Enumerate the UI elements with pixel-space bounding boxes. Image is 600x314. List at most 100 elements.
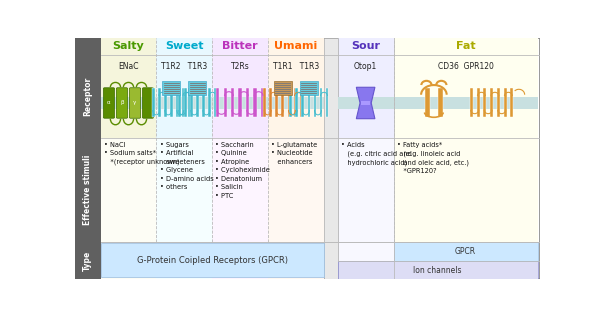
Text: • Acids
   (e.g. citric acid and
   hydrochloric acid): • Acids (e.g. citric acid and hydrochlor… bbox=[341, 142, 412, 166]
Bar bbox=[274, 81, 292, 95]
Text: α: α bbox=[107, 100, 111, 106]
Bar bbox=[152, 89, 155, 117]
Bar bbox=[394, 242, 538, 279]
Bar bbox=[238, 89, 242, 117]
Text: • L-glutamate
• Nucleotide
   enhancers: • L-glutamate • Nucleotide enhancers bbox=[271, 142, 317, 165]
Text: T1R2   T1R3: T1R2 T1R3 bbox=[161, 62, 208, 71]
Bar bbox=[231, 89, 234, 117]
Bar bbox=[269, 89, 272, 117]
Text: Fat: Fat bbox=[456, 41, 475, 51]
Bar bbox=[338, 261, 538, 279]
Bar bbox=[212, 242, 268, 279]
Bar bbox=[170, 89, 173, 117]
Bar bbox=[437, 89, 443, 117]
Bar bbox=[101, 38, 157, 55]
Text: ENaC: ENaC bbox=[118, 62, 139, 71]
Bar bbox=[338, 55, 394, 138]
Bar bbox=[216, 89, 220, 117]
Text: • Saccharin
• Quinine
• Atropine
• Cycloheximide
• Denatonium
• Salicin
• PTC: • Saccharin • Quinine • Atropine • Cyclo… bbox=[215, 142, 271, 199]
Bar bbox=[394, 242, 538, 261]
Bar bbox=[476, 89, 479, 117]
Text: Sour: Sour bbox=[351, 41, 380, 51]
Text: Otop1: Otop1 bbox=[354, 62, 377, 71]
Bar bbox=[184, 89, 187, 117]
Bar bbox=[268, 138, 324, 242]
Text: Ion channels: Ion channels bbox=[413, 266, 462, 274]
Bar bbox=[326, 89, 328, 117]
Text: CD36  GPR120: CD36 GPR120 bbox=[437, 62, 494, 71]
Text: • Fatty acids*
   (e.g. linoleic acid
   and oleic acid, etc.)
   *GPR120?: • Fatty acids* (e.g. linoleic acid and o… bbox=[397, 142, 469, 174]
Bar bbox=[212, 55, 268, 138]
Bar bbox=[164, 89, 167, 117]
Bar bbox=[338, 38, 394, 55]
Bar bbox=[268, 55, 324, 138]
Bar bbox=[287, 89, 290, 117]
Bar bbox=[178, 89, 181, 117]
Bar bbox=[212, 138, 268, 242]
FancyBboxPatch shape bbox=[142, 88, 154, 118]
Text: β: β bbox=[120, 100, 124, 106]
Bar bbox=[101, 55, 157, 138]
Text: Salty: Salty bbox=[113, 41, 145, 51]
Bar bbox=[289, 89, 292, 117]
Bar bbox=[261, 89, 264, 117]
Text: T2Rs: T2Rs bbox=[230, 62, 250, 71]
Bar bbox=[163, 81, 180, 95]
Bar bbox=[157, 55, 212, 138]
Bar bbox=[324, 38, 338, 279]
Bar bbox=[246, 89, 249, 117]
Text: Sweet: Sweet bbox=[165, 41, 203, 51]
Bar bbox=[308, 89, 310, 117]
Text: Effective stimuli: Effective stimuli bbox=[83, 155, 92, 225]
Bar bbox=[314, 89, 316, 117]
FancyBboxPatch shape bbox=[116, 88, 128, 118]
Bar bbox=[101, 97, 324, 109]
Text: G-Protein Coipled Receptors (GPCR): G-Protein Coipled Receptors (GPCR) bbox=[137, 256, 287, 265]
Bar bbox=[253, 89, 257, 117]
Bar bbox=[212, 38, 268, 55]
Bar bbox=[268, 242, 324, 279]
Bar bbox=[263, 89, 266, 117]
Bar bbox=[176, 89, 179, 117]
Bar bbox=[75, 38, 101, 279]
Bar bbox=[157, 242, 212, 279]
Bar bbox=[295, 89, 298, 117]
Bar bbox=[338, 138, 394, 242]
Bar bbox=[503, 89, 506, 117]
Polygon shape bbox=[356, 87, 375, 119]
Bar bbox=[188, 89, 191, 117]
Bar bbox=[190, 89, 193, 117]
Bar bbox=[182, 89, 185, 117]
Bar bbox=[202, 89, 205, 117]
Bar bbox=[281, 89, 284, 117]
Bar bbox=[299, 89, 302, 117]
Bar bbox=[320, 89, 322, 117]
Text: Umami: Umami bbox=[274, 41, 317, 51]
FancyBboxPatch shape bbox=[103, 88, 115, 118]
FancyBboxPatch shape bbox=[130, 88, 140, 118]
Bar bbox=[208, 89, 211, 117]
Bar bbox=[338, 242, 394, 279]
Bar bbox=[157, 38, 212, 55]
Bar bbox=[196, 89, 199, 117]
Bar bbox=[510, 89, 513, 117]
Bar bbox=[470, 89, 473, 117]
Text: Bitter: Bitter bbox=[222, 41, 258, 51]
Text: γ: γ bbox=[133, 100, 137, 106]
Bar bbox=[490, 89, 493, 117]
Text: GPCR: GPCR bbox=[455, 247, 476, 256]
Text: • NaCl
• Sodium salts*
   *(receptor unknown): • NaCl • Sodium salts* *(receptor unknow… bbox=[104, 142, 179, 165]
Bar bbox=[275, 89, 278, 117]
Bar bbox=[101, 243, 324, 277]
Bar bbox=[157, 138, 212, 242]
Text: T1R1   T1R3: T1R1 T1R3 bbox=[273, 62, 319, 71]
Bar bbox=[158, 89, 161, 117]
Bar bbox=[425, 89, 430, 117]
Bar bbox=[188, 81, 206, 95]
Bar bbox=[268, 38, 324, 55]
Bar bbox=[394, 55, 538, 138]
Text: Type: Type bbox=[83, 251, 92, 271]
Bar bbox=[497, 89, 500, 117]
Bar bbox=[224, 89, 227, 117]
Bar bbox=[101, 138, 157, 242]
